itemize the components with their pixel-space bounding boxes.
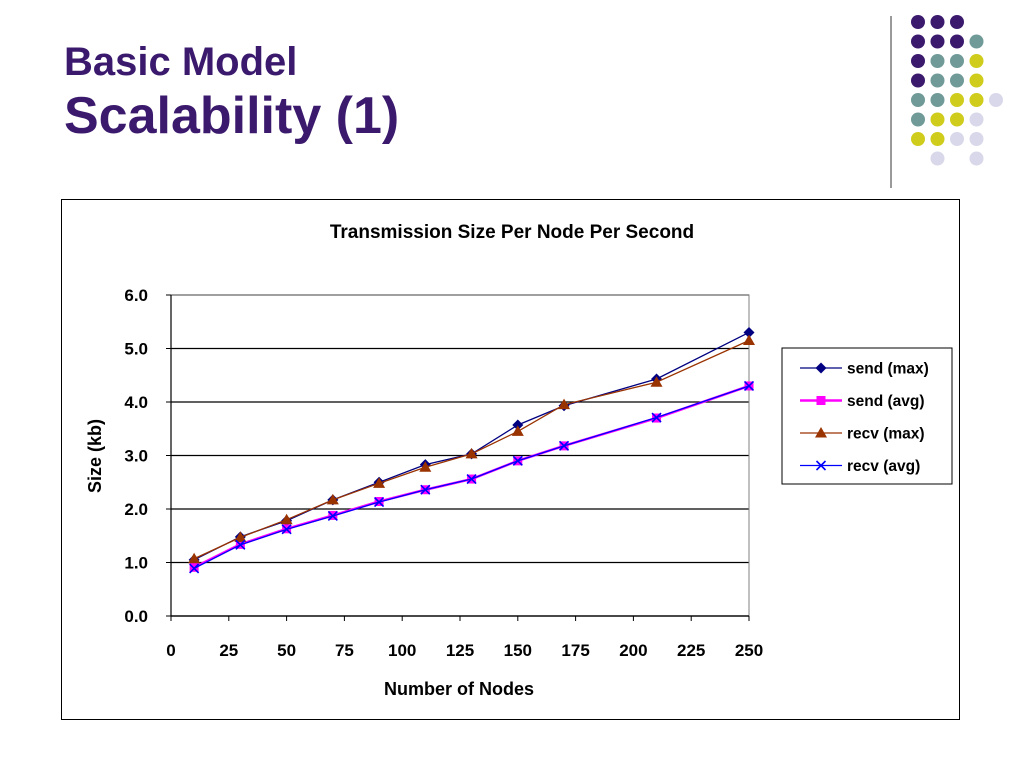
data-point-recv-max [188,552,201,564]
y-tick-label: 6.0 [124,286,148,305]
slide-title-line2: Scalability (1) [64,87,400,145]
decorative-dot [950,15,964,29]
legend-entry: recv (avg) [847,458,920,475]
data-point-recv-avg [420,484,431,495]
decorative-dot-grid [911,15,1003,166]
y-tick-label: 0.0 [124,607,148,626]
decorative-dot [911,73,925,88]
x-tick-label: 200 [619,641,647,660]
data-point-recv-avg [558,440,570,451]
data-point-recv-avg [651,412,662,423]
chart-legend: send (max) send (avg) recv (max) recv (avg) [781,347,953,485]
decorative-dot [930,15,945,29]
x-tick-label: 250 [735,641,763,660]
data-point-recv-avg [466,473,477,485]
data-point-recv-max [373,477,386,488]
decorative-dot [911,15,925,29]
data-point-recv-max [511,425,524,436]
data-point-recv-max [650,376,663,387]
decorative-dot [950,54,964,68]
x-tick-label: 50 [277,641,296,660]
data-point-recv-avg [374,496,385,508]
decorative-dot [930,151,945,166]
data-point-recv-avg [235,539,246,550]
decorative-dot [911,112,925,127]
y-axis-label: Size (kb) [85,419,105,493]
data-point-recv-avg [189,563,200,574]
decorative-dot [969,112,984,127]
data-point-recv-avg [327,510,338,522]
decorative-dot [989,93,1003,107]
decorative-dot [930,34,945,49]
y-tick-label: 3.0 [124,447,148,466]
decorative-divider [890,16,892,188]
data-point-recv-max [234,531,247,542]
x-tick-label: 125 [446,641,474,660]
decorative-dot [911,34,925,49]
legend-marker [816,396,826,405]
data-point-recv-max [280,513,293,525]
decorative-dot [911,93,925,107]
x-tick-label: 150 [504,641,532,660]
decorative-dot [969,151,984,166]
data-point-send-max [743,326,755,338]
decorative-dot [969,73,984,88]
decorative-dot [930,132,945,146]
legend-marker [815,427,827,438]
x-tick-label: 100 [388,641,416,660]
legend-marker [815,362,827,374]
y-tick-label: 2.0 [124,500,148,519]
slide-title-line1: Basic Model [64,40,298,84]
series-line-send-max [193,331,750,561]
data-point-send-max [512,419,524,431]
data-point-recv-max [326,493,339,505]
decorative-dot [930,93,945,107]
legend-entry: recv (max) [847,426,925,443]
y-tick-label: 4.0 [124,393,148,412]
legend-marker [815,460,827,471]
y-tick-label: 5.0 [124,340,148,359]
decorative-dot [911,132,925,146]
decorative-dot [950,112,964,127]
data-point-recv-avg [512,455,523,466]
slide-title: Basic Model Scalability (1) [64,38,399,146]
data-point-recv-max [465,447,478,459]
x-tick-label: 225 [677,641,705,660]
chart-frame: Transmission Size Per Node Per Second Si… [61,199,960,720]
decorative-dot [911,54,925,68]
decorative-dot [950,93,964,107]
decorative-dot [950,73,964,88]
decorative-dot [969,132,984,146]
legend-entry: send (max) [847,361,929,378]
decorative-dot [930,54,945,68]
data-point-recv-max [558,398,571,410]
decorative-dot [950,132,964,146]
decorative-dot [969,93,984,107]
decorative-dot [930,112,945,127]
chart-title: Transmission Size Per Node Per Second [330,222,694,243]
data-point-recv-max [743,334,755,345]
data-point-recv-avg [281,524,292,535]
x-tick-label: 75 [335,641,354,660]
decorative-dot [930,73,945,88]
decorative-dot [969,54,984,68]
x-tick-label: 25 [219,641,238,660]
data-point-recv-max [419,461,432,472]
data-point-recv-avg [743,380,755,392]
y-tick-label: 1.0 [124,554,148,573]
legend-box [781,347,953,485]
legend-entry: send (avg) [847,393,925,410]
x-axis-label: Number of Nodes [384,679,534,699]
decorative-dot [969,34,984,49]
x-tick-label: 0 [166,641,175,660]
decorative-dot [950,34,964,49]
x-tick-label: 175 [561,641,589,660]
line-chart: Transmission Size Per Node Per Second Si… [85,222,953,699]
